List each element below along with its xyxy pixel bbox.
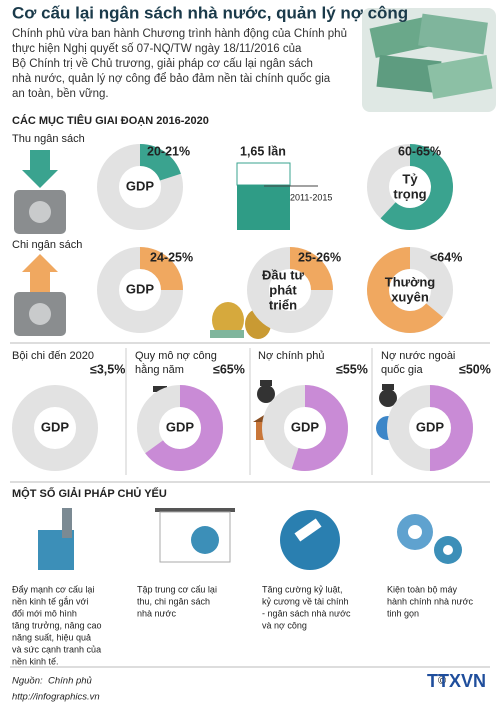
solution-text: hành chính nhà nước — [387, 596, 473, 606]
donut-ring — [12, 385, 98, 471]
limit-label: Nợ nước ngoài — [381, 350, 455, 362]
solution-text: Tập trung cơ cấu lại — [137, 584, 217, 594]
donut-arc — [380, 144, 453, 230]
logo: TTXVN — [427, 671, 486, 691]
value-label: 1,65 lần — [240, 144, 286, 158]
solution-text: Kiện toàn bộ máy — [387, 584, 458, 594]
solution-text: Đẩy mạnh cơ cấu lại — [12, 584, 94, 594]
intro-line: Chính phủ vừa ban hành Chương trình hành… — [12, 28, 347, 40]
donut-center: phát — [269, 282, 297, 297]
donut-arc — [367, 247, 444, 333]
donut-center: Tỷ — [402, 171, 418, 186]
spending-icon — [14, 254, 66, 336]
solution-text: - ngân sách nhà nước — [262, 608, 351, 618]
solution-text: kỷ cương về tài chính — [262, 596, 348, 606]
value-label: ≤3,5% — [90, 362, 125, 376]
intro-line: nhà nước, quản lý nợ công để bảo đảm nền… — [12, 73, 331, 85]
value-label: 24-25% — [150, 250, 193, 264]
solution-text: năng suất, hiệu quả — [12, 632, 91, 642]
donut-center: GDP — [416, 419, 445, 434]
donut-arc — [289, 247, 333, 291]
donut-center: Đầu tư — [262, 267, 305, 282]
solution-text: nền kinh tế gắn với — [12, 596, 88, 606]
donut-center: xuyên — [391, 289, 429, 304]
donut-arc — [139, 247, 183, 291]
value-label: ≤50% — [459, 362, 491, 376]
growth-bar — [236, 162, 318, 230]
limit-label: quốc gia — [381, 364, 423, 376]
limit-label: Nợ chính phủ — [258, 350, 325, 362]
limit-label: hằng năm — [135, 363, 184, 376]
value-label: <64% — [430, 250, 462, 264]
value-label: 60-65% — [398, 144, 441, 158]
solution-text: và nợ công — [262, 620, 307, 630]
donut-arc — [139, 144, 181, 182]
limit-label: Quy mô nợ công — [135, 350, 217, 362]
value-label: ≤55% — [336, 362, 368, 376]
donut-center: GDP — [41, 419, 70, 434]
intro-line: thực hiện Nghị quyết số 07-NQ/TW ngày 18… — [12, 43, 302, 55]
intro-line: Bộ Chính trị về Chủ trương, giải pháp cơ… — [12, 58, 313, 70]
solution-text: nhà nước — [137, 608, 176, 618]
donut-center: Thường — [385, 274, 435, 289]
intro-line: an toàn, bền vững. — [12, 88, 109, 100]
solution-text: và sức cạnh tranh của — [12, 644, 101, 654]
source: Chính phủ — [48, 676, 93, 687]
donut-center: triển — [269, 297, 297, 312]
donut-arc — [429, 385, 473, 471]
solution-text: đổi mới mô hình — [12, 608, 77, 618]
donut-center: trọng — [393, 186, 426, 201]
period-label: 2011-2015 — [290, 192, 332, 202]
donut-center: GDP — [291, 419, 320, 434]
title: Cơ cấu lại ngân sách nhà nước, quản lý n… — [12, 3, 408, 22]
donut-center: GDP — [166, 419, 195, 434]
solution-text: thu, chi ngân sách — [137, 596, 210, 606]
revenue-icon — [14, 150, 66, 234]
section-heading: MỘT SỐ GIẢI PHÁP CHỦ YẾU — [12, 486, 167, 500]
section-heading: CÁC MỤC TIÊU GIAI ĐOẠN 2016-2020 — [12, 114, 209, 127]
source-label: Nguồn: — [12, 676, 43, 687]
row-label: Thu ngân sách — [12, 133, 85, 145]
solution-icons — [38, 508, 462, 570]
solution-text: Tăng cường kỷ luật, — [262, 584, 342, 594]
url: http://infographics.vn — [12, 692, 100, 703]
donut-arc — [145, 385, 223, 471]
donut-center: GDP — [126, 178, 155, 193]
donut-arc — [291, 385, 348, 471]
value-label: 25-26% — [298, 250, 341, 264]
donut-center: GDP — [126, 281, 155, 296]
copyright: © — [438, 675, 446, 687]
value-label: ≤65% — [213, 362, 245, 376]
solution-text: tăng trưởng, nâng cao — [12, 620, 102, 630]
solution-text: tinh gọn — [387, 608, 419, 618]
limit-label: Bội chi đến 2020 — [12, 350, 94, 362]
solution-text: nền kinh tế. — [12, 656, 59, 666]
money-image — [362, 8, 496, 112]
row-label: Chi ngân sách — [12, 239, 82, 251]
value-label: 20-21% — [147, 144, 190, 158]
